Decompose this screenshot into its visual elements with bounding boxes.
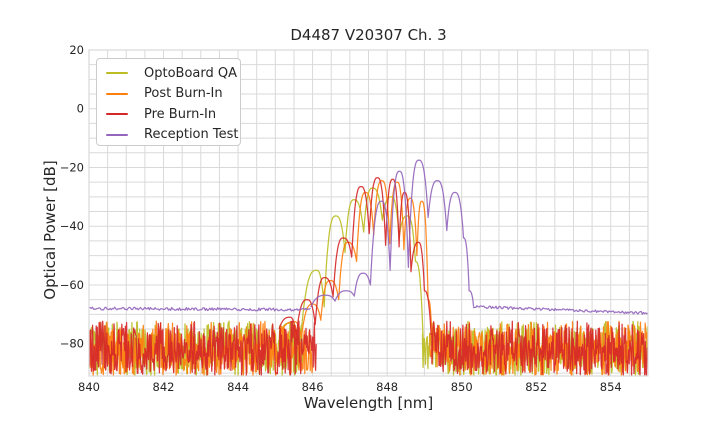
legend-line-icon [106,92,128,95]
legend-line-icon [106,133,128,136]
series-line-reception-test [89,159,648,315]
y-tick-label: −60 [60,278,84,292]
chart-title: D4487 V20307 Ch. 3 [290,26,447,44]
x-tick-label: 840 [78,380,100,394]
x-tick-label: 842 [153,380,175,394]
legend-item: Post Burn-In [97,84,240,105]
legend-item: Reception Test [97,125,240,146]
legend-item: OptoBoard QA [97,63,240,84]
x-tick-label: 848 [376,380,398,394]
y-tick-label: −80 [60,337,84,351]
axes-frame [88,49,649,377]
legend-label: Reception Test [144,127,239,143]
y-tick-label: 20 [69,43,84,57]
x-tick-label: 846 [302,380,324,394]
legend-item: Pre Burn-In [97,104,240,125]
y-axis-label: Optical Power [dB] [41,160,59,300]
legend: OptoBoard QA Post Burn-In Pre Burn-In Re… [96,58,241,146]
y-tick-label: −20 [60,160,84,174]
y-tick-label: 0 [77,102,84,116]
x-tick-label: 854 [600,380,622,394]
legend-label: Post Burn-In [144,86,223,102]
legend-label: Pre Burn-In [144,106,217,122]
legend-line-icon [106,72,128,75]
x-tick-label: 852 [525,380,547,394]
x-axis-label: Wavelength [nm] [303,394,434,412]
x-tick-label: 850 [451,380,473,394]
y-tick-label: −40 [60,219,84,233]
x-tick-label: 844 [227,380,249,394]
legend-line-icon [106,113,128,116]
legend-label: OptoBoard QA [144,65,237,81]
